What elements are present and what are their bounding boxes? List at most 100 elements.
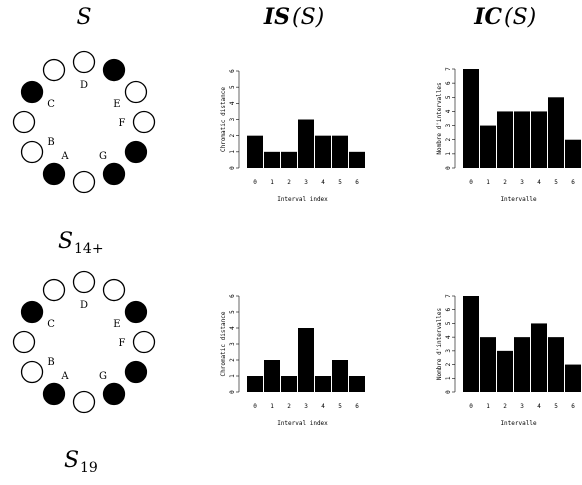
- x-tick-label: 3: [304, 403, 308, 410]
- y-tick-label: 2: [229, 133, 236, 137]
- x-tick-label: 1: [486, 179, 490, 186]
- y-tick-label: 1: [445, 376, 452, 380]
- note-label-d: D: [80, 300, 88, 311]
- bar-6: [565, 364, 581, 392]
- y-axis-label: Nombre d'intervalles: [436, 307, 443, 380]
- x-tick-label: 6: [355, 403, 359, 410]
- note-label-c: C: [47, 319, 55, 330]
- bar-3: [298, 328, 314, 392]
- empty-pitch-node: [20, 140, 44, 164]
- y-tick-label: 5: [229, 85, 236, 89]
- x-tick-label: 6: [355, 179, 359, 186]
- y-tick-label: 0: [445, 166, 452, 170]
- x-tick-label: 0: [469, 179, 473, 186]
- bar-chart-3: 0 1 2 3 4 5 6 7 Nombre d'intervalles 0 1 2 3 4 5 6 Inter…: [436, 294, 581, 427]
- note-label-a: A: [60, 371, 69, 382]
- pitch-circle-0: D EF G AB C: [12, 50, 156, 194]
- filled-pitch-node: [42, 382, 66, 406]
- x-tick-label: 4: [321, 179, 325, 186]
- bar-3: [514, 111, 530, 168]
- bar-chart-0: 0 1 2 3 4 5 6 Chromatic distance 0 1 2 3 4 5 6 Interval…: [220, 69, 365, 203]
- bar-4: [315, 135, 331, 168]
- x-tick-label: 4: [537, 179, 541, 186]
- header-ic-prefix: IC: [473, 4, 502, 30]
- header-set: S: [76, 5, 91, 30]
- x-tick-label: 2: [503, 179, 507, 186]
- x-tick-label: 3: [304, 179, 308, 186]
- bar-1: [264, 151, 280, 168]
- empty-pitch-node: [72, 390, 96, 414]
- x-tick-label: 3: [520, 403, 524, 410]
- empty-pitch-node: [42, 278, 66, 302]
- row-label-0-main: S: [58, 229, 73, 254]
- header-ic-paren: (S): [504, 5, 536, 30]
- header-is-paren: (S): [292, 5, 324, 30]
- bar-1: [480, 337, 496, 392]
- x-axis-label: Interval index: [277, 196, 328, 203]
- bar-3: [514, 337, 530, 392]
- y-tick-label: 5: [229, 310, 236, 314]
- bar-3: [298, 119, 314, 168]
- y-tick-label: 1: [229, 150, 236, 154]
- y-tick-label: 0: [229, 390, 236, 394]
- bar-chart-1: 0 1 2 3 4 5 6 7 Nombre d'intervalles 0 1 2 3 4 5 6 Inter…: [436, 67, 581, 203]
- bar-4: [531, 323, 547, 392]
- bar-0: [463, 69, 479, 168]
- header-ic: IC (S): [473, 4, 536, 30]
- x-tick-label: 4: [537, 403, 541, 410]
- y-tick-label: 6: [445, 308, 452, 312]
- y-tick-label: 3: [229, 117, 236, 121]
- y-tick-label: 5: [445, 95, 452, 99]
- bar-chart-2: 0 1 2 3 4 5 6 Chromatic distance 0 1 2 3 4 5 6 Interval…: [220, 294, 365, 427]
- y-axis-label: Chromatic distance: [220, 311, 227, 376]
- y-tick-label: 7: [445, 67, 452, 71]
- note-label-b: B: [47, 137, 54, 148]
- bar-1: [264, 360, 280, 392]
- x-tick-label: 1: [270, 403, 274, 410]
- empty-pitch-node: [72, 270, 96, 294]
- x-tick-label: 2: [287, 403, 291, 410]
- note-label-e: E: [113, 319, 120, 330]
- empty-pitch-node: [132, 330, 156, 354]
- y-tick-label: 6: [445, 81, 452, 85]
- filled-pitch-node: [20, 80, 44, 104]
- x-tick-label: 0: [253, 403, 257, 410]
- bar-2: [281, 376, 297, 392]
- empty-pitch-node: [12, 110, 36, 134]
- row-label-1-sub: 19: [80, 460, 98, 476]
- note-label-f: F: [119, 338, 126, 349]
- y-axis-label: Chromatic distance: [220, 87, 227, 152]
- x-tick-label: 3: [520, 179, 524, 186]
- y-tick-label: 2: [445, 362, 452, 366]
- note-label-c: C: [47, 99, 55, 110]
- y-tick-label: 7: [445, 294, 452, 298]
- note-label-g: G: [99, 371, 107, 382]
- x-tick-label: 5: [338, 403, 342, 410]
- bar-5: [548, 337, 564, 392]
- y-tick-label: 4: [445, 335, 452, 339]
- x-tick-label: 5: [554, 179, 558, 186]
- y-tick-label: 3: [445, 123, 452, 127]
- y-tick-label: 4: [445, 109, 452, 113]
- y-tick-label: 5: [445, 321, 452, 325]
- row-label-1: S 19: [64, 448, 98, 476]
- x-tick-label: 5: [554, 403, 558, 410]
- y-tick-label: 2: [229, 358, 236, 362]
- note-label-d: D: [80, 80, 88, 91]
- x-tick-label: 4: [321, 403, 325, 410]
- filled-pitch-node: [124, 360, 148, 384]
- y-tick-label: 3: [445, 349, 452, 353]
- filled-pitch-node: [124, 140, 148, 164]
- filled-pitch-node: [102, 382, 126, 406]
- filled-pitch-node: [42, 162, 66, 186]
- x-tick-label: 5: [338, 179, 342, 186]
- filled-pitch-node: [102, 58, 126, 82]
- bar-2: [497, 111, 513, 168]
- empty-pitch-node: [42, 58, 66, 82]
- note-label-e: E: [113, 99, 120, 110]
- bar-5: [332, 135, 348, 168]
- x-axis-label: Intervalle: [500, 196, 537, 203]
- filled-pitch-node: [102, 162, 126, 186]
- x-tick-label: 6: [571, 179, 575, 186]
- pitch-circle-1: D EF G AB C: [12, 270, 156, 414]
